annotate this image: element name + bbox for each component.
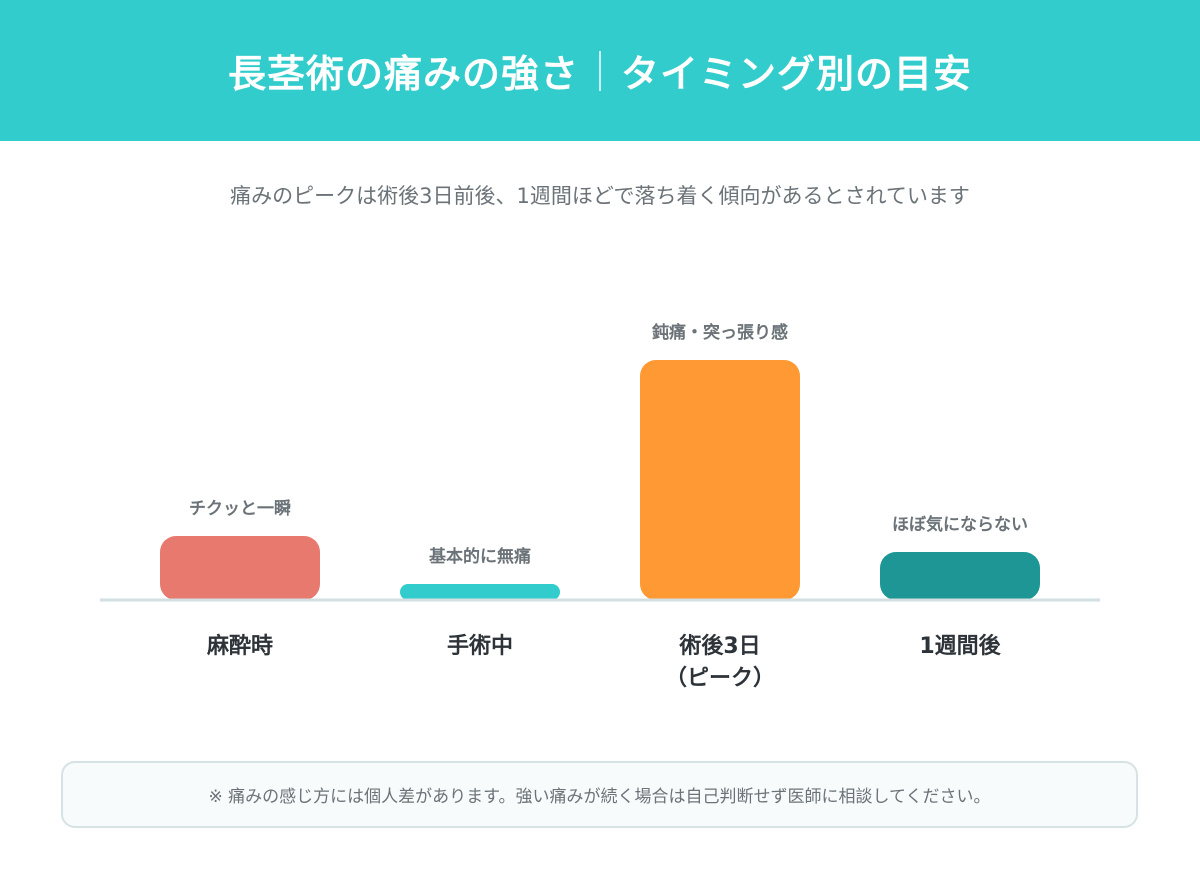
category-label-2: 手術中 bbox=[447, 633, 513, 659]
bar-annotation-4: ほぼ気にならない bbox=[892, 514, 1028, 535]
bar-3 bbox=[640, 360, 800, 600]
bar-annotation-1: チクッと一瞬 bbox=[189, 498, 291, 519]
bar-annotation-3: 鈍痛・突っ張り感 bbox=[652, 322, 788, 343]
disclaimer-text: ※ 痛みの感じ方には個人差があります。強い痛みが続く場合は自己判断せず医師に相談… bbox=[208, 787, 991, 807]
page-title: 長茎術の痛みの強さ タイミング別の目安 bbox=[228, 43, 972, 98]
category-label-3-line-2: （ピーク） bbox=[665, 666, 775, 691]
category-label-4: 1週間後 bbox=[919, 633, 1001, 659]
category-label-3: 術後3日 bbox=[678, 633, 760, 659]
disclaimer-note: ※ 痛みの感じ方には個人差があります。強い痛みが続く場合は自己判断せず医師に相談… bbox=[61, 761, 1138, 828]
title-banner: 長茎術の痛みの強さ タイミング別の目安 bbox=[0, 0, 1200, 141]
chart-subtitle: 痛みのピークは術後3日前後、1週間ほどで落ち着く傾向があるとされています bbox=[230, 184, 970, 208]
category-label-1: 麻酔時 bbox=[206, 633, 273, 659]
title-main: 長茎術の痛みの強さ bbox=[227, 52, 579, 96]
bar-4 bbox=[880, 552, 1040, 600]
bar-annotation-2: 基本的に無痛 bbox=[428, 546, 531, 567]
bar-2 bbox=[400, 584, 560, 600]
title-divider bbox=[599, 50, 601, 91]
title-sub: タイミング別の目安 bbox=[621, 52, 973, 96]
bar-1 bbox=[160, 536, 320, 600]
